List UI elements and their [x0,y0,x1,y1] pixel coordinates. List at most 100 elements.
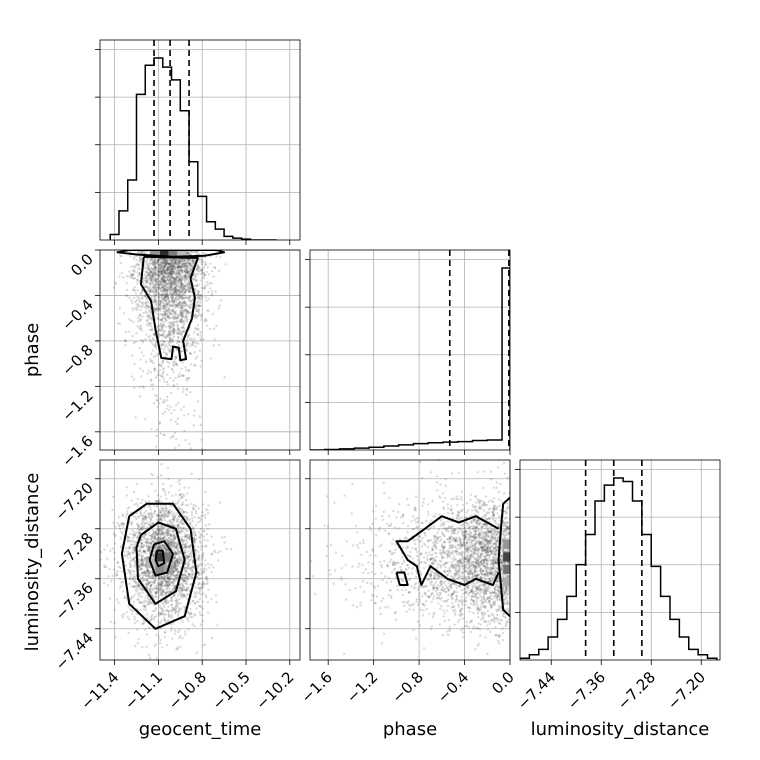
sample-point [160,282,163,285]
sample-point [163,329,167,333]
sample-point [145,585,148,589]
sample-point [109,579,113,583]
sample-point [183,429,186,433]
sample-point [204,508,208,511]
sample-point [183,290,186,293]
sample-point [167,272,170,275]
sample-point [163,545,167,549]
sample-point [173,286,177,290]
sample-point [146,583,149,586]
sample-point [178,287,181,290]
sample-point [172,293,175,296]
sample-point [171,278,175,281]
sample-point [166,584,169,587]
sample-point [166,293,169,296]
sample-point [179,282,183,286]
sample-point [172,271,175,275]
sample-point [184,510,187,514]
sample-point [166,404,169,407]
sample-point [130,276,133,279]
sample-point [135,302,138,306]
sample-point [173,277,176,280]
sample-point [145,276,148,279]
sample-point [149,278,153,281]
sample-point [186,270,190,273]
sample-point [180,296,183,299]
sample-point [175,564,178,567]
sample-point [197,310,200,313]
sample-point [180,312,183,315]
sample-point [164,314,167,317]
sample-point [161,601,164,604]
sample-point [174,363,178,366]
sample-point [180,587,183,591]
sample-point [160,278,163,281]
sample-point [199,623,203,626]
sample-point [180,317,183,321]
sample-point [204,318,207,321]
sample-point [161,343,165,346]
sample-point [132,320,135,323]
sample-point [175,552,178,556]
sample-point [174,290,177,293]
sample-point [135,590,138,593]
sample-point [139,567,142,570]
sample-point [154,284,157,288]
sample-point [194,511,198,515]
sample-point [202,271,205,275]
sample-point [144,516,148,519]
sample-point [160,278,164,281]
sample-point [181,315,184,318]
sample-point [185,534,188,537]
sample-point [149,591,153,594]
sample-point [176,559,179,563]
sample-point [154,290,158,293]
sample-point [140,527,143,531]
sample-point [140,558,143,562]
sample-point [205,596,208,599]
sample-point [170,313,173,316]
sample-point [139,258,142,261]
sample-point [150,328,154,332]
sample-point [168,338,172,341]
sample-point [147,272,150,275]
sample-point [185,535,189,538]
sample-point [186,261,190,264]
sample-point [175,576,178,579]
sample-point [204,490,207,494]
sample-point [203,263,207,266]
sample-point [189,265,192,268]
sample-point [163,258,167,262]
sample-point [137,525,141,528]
sample-point [173,279,177,282]
sample-point [148,590,152,594]
sample-point [169,321,172,325]
sample-point [183,543,186,546]
sample-point [138,326,141,329]
sample-point [132,289,136,292]
sample-point [185,309,189,313]
sample-point [149,288,152,291]
sample-point [157,274,160,277]
sample-point [167,296,170,299]
sample-point [169,436,172,439]
sample-point [178,292,181,295]
sample-point [158,303,161,306]
sample-point [148,581,151,584]
sample-point [152,332,156,336]
sample-point [138,531,142,535]
sample-point [129,522,133,525]
sample-point [188,306,191,310]
sample-point [158,576,161,579]
sample-point [185,264,188,267]
sample-point [189,299,192,302]
sample-point [140,257,143,260]
sample-point [198,349,201,352]
sample-point [160,300,163,303]
sample-point [173,312,176,315]
sample-point [182,579,186,582]
sample-point [142,250,145,254]
sample-point [156,374,159,377]
sample-point [174,293,177,296]
sample-point [170,304,173,307]
